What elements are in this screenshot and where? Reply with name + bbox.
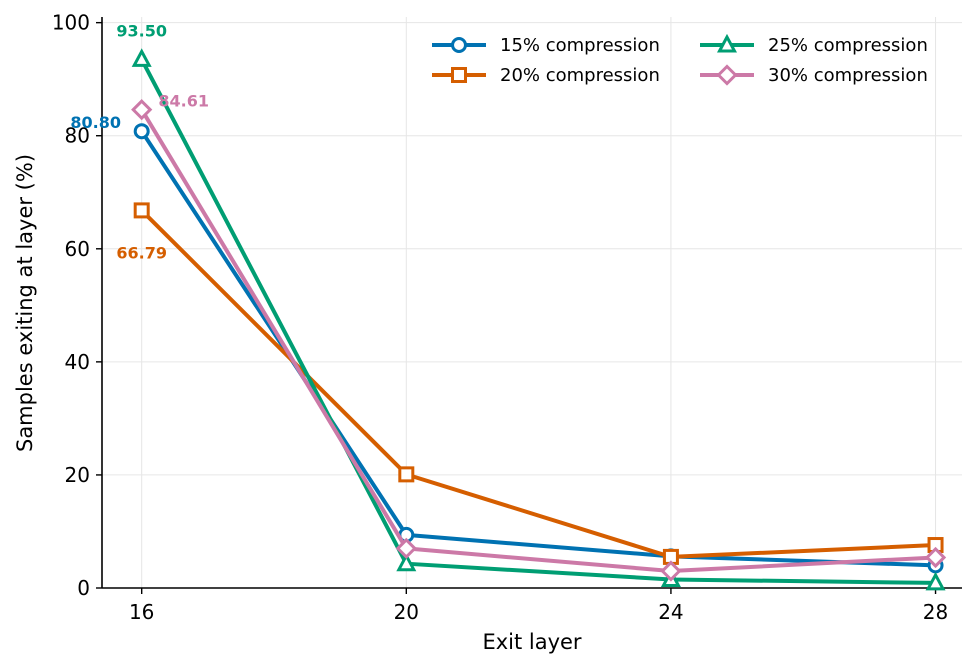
axes	[101, 17, 962, 589]
series-square	[133, 202, 944, 565]
series-diamond	[131, 99, 947, 582]
data-label: 93.50	[116, 21, 167, 40]
y-tick-label: 100	[52, 11, 90, 35]
legend-label: 15% compression	[500, 35, 660, 56]
y-tick-label: 40	[65, 350, 90, 374]
data-point-diamond	[924, 546, 947, 569]
y-tick-label: 20	[65, 463, 90, 487]
y-tick-label: 0	[77, 576, 90, 600]
x-tick-label: 24	[658, 600, 683, 624]
data-label: 84.61	[158, 92, 209, 111]
data-point-triangle	[131, 48, 152, 67]
series-layer	[131, 48, 947, 591]
annotation-layer: 80.80 66.79 93.50 84.61	[70, 21, 209, 262]
data-point-circle	[133, 123, 150, 140]
series-circle	[133, 123, 944, 574]
y-ticks: 0 20 40 60 80 100	[52, 11, 102, 600]
y-tick-label: 80	[65, 124, 90, 148]
legend-item: 15% compression	[432, 35, 660, 56]
legend: 15% compression 20% compression 25% compre…	[432, 33, 928, 86]
legend-marker-triangle	[716, 33, 738, 53]
data-point-diamond	[395, 537, 417, 560]
x-tick-label: 20	[394, 600, 419, 624]
series-triangle	[131, 48, 946, 591]
y-tick-label: 60	[65, 237, 90, 261]
legend-item: 25% compression	[700, 33, 928, 56]
legend-marker-circle	[451, 37, 467, 53]
series-line	[140, 130, 936, 568]
legend-label: 30% compression	[768, 65, 928, 86]
series-line	[139, 58, 936, 585]
series-line	[140, 208, 936, 559]
data-point-triangle	[925, 571, 946, 591]
data-point-square	[398, 466, 415, 483]
legend-label: 25% compression	[768, 35, 928, 56]
data-label: 80.80	[70, 113, 121, 132]
legend-marker-diamond	[716, 64, 738, 86]
x-tick-label: 28	[923, 600, 948, 624]
data-point-triangle	[396, 552, 417, 572]
x-axis-title: Exit layer	[482, 630, 581, 654]
legend-item: 20% compression	[432, 65, 660, 86]
data-point-square	[133, 202, 150, 219]
data-point-diamond	[131, 99, 153, 121]
series-line	[139, 108, 936, 574]
legend-item: 30% compression	[700, 64, 928, 86]
legend-label: 20% compression	[500, 65, 660, 86]
grid-lines	[102, 17, 962, 589]
data-label: 66.79	[116, 243, 167, 262]
x-tick-label: 16	[129, 600, 154, 624]
x-ticks: 16 20 24 28	[129, 588, 948, 624]
data-point-diamond	[660, 560, 682, 582]
legend-marker-square	[451, 67, 467, 83]
y-axis-title: Samples exiting at layer (%)	[13, 154, 37, 452]
